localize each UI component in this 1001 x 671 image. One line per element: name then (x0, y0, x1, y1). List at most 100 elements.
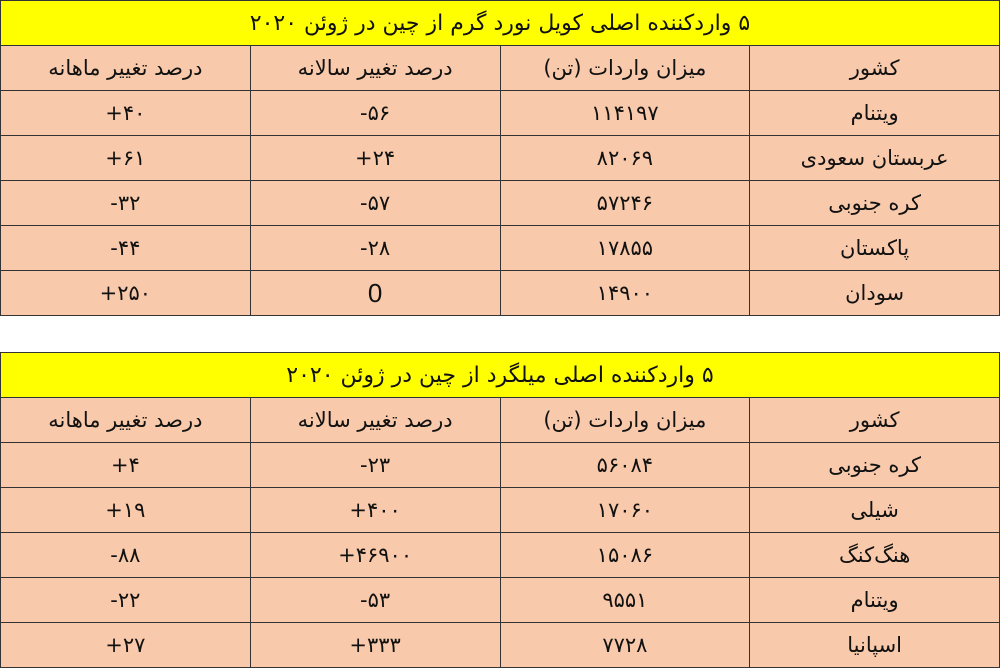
cell-annual-change: 0 (249, 270, 501, 316)
cell-monthly-change: -۸۸ (0, 532, 251, 578)
hot-rolled-coil-importers-table: ۵ واردکننده اصلی کویل نورد گرم از چین در… (0, 0, 1000, 316)
cell-import-volume: ۵۶۰۸۴ (499, 442, 751, 488)
header-monthly-change: درصد تغییر ماهانه (0, 45, 251, 91)
header-country: کشور (749, 45, 1000, 91)
table-row: ویتنام ۹۵۵۱ -۵۳ -۲۲ (0, 577, 1000, 623)
cell-monthly-change: +۶۱ (0, 135, 251, 181)
cell-monthly-change-text: +۱۹ (105, 498, 146, 522)
table-row: شیلی ۱۷۰۶۰ +۴۰۰ +۱۹ (0, 487, 1000, 533)
cell-import-volume: ۸۲۰۶۹ (499, 135, 751, 181)
cell-import-volume-text: ۵۶۰۸۴ (596, 453, 654, 477)
cell-import-volume-text: ۷۷۲۸ (602, 633, 648, 657)
cell-annual-change-text: -۲۳ (360, 453, 391, 477)
table-body: کره جنوبی ۵۶۰۸۴ -۲۳ +۴ شیلی ۱۷۰۶۰ +۴۰۰ +۱۹ هنگ‌ک… (0, 442, 1000, 668)
cell-country: ویتنام (749, 577, 1000, 623)
header-import-volume: میزان واردات (تن) (499, 45, 751, 91)
cell-import-volume-text: ۹۵۵۱ (602, 588, 648, 612)
cell-annual-change: +۲۴ (249, 135, 501, 181)
cell-annual-change-text: 0 (367, 277, 383, 308)
cell-country-text: عربستان سعودی (800, 146, 949, 170)
table-row: ویتنام ۱۱۴۱۹۷ -۵۶ +۴۰ (0, 90, 1000, 136)
cell-monthly-change-text: +۲۷ (105, 633, 146, 657)
cell-monthly-change-text: +۶۱ (105, 146, 146, 170)
table-title: ۵ واردکننده اصلی کویل نورد گرم از چین در… (0, 0, 1000, 46)
cell-import-volume-text: ۱۴۹۰۰ (596, 281, 654, 305)
cell-annual-change-text: +۴۰۰ (349, 498, 401, 522)
cell-country-text: پاکستان (840, 236, 910, 260)
cell-monthly-change-text: -۸۸ (110, 543, 141, 567)
table-row: اسپانیا ۷۷۲۸ +۳۳۳ +۲۷ (0, 622, 1000, 668)
table-title: ۵ واردکننده اصلی میلگرد از چین در ژوئن ۲… (0, 352, 1000, 398)
table-row: کره جنوبی ۵۷۲۴۶ -۵۷ -۳۲ (0, 180, 1000, 226)
cell-annual-change: -۵۷ (249, 180, 501, 226)
cell-annual-change-text: +۲۴ (355, 146, 396, 170)
cell-monthly-change: -۳۲ (0, 180, 251, 226)
cell-import-volume: ۵۷۲۴۶ (499, 180, 751, 226)
table-row: عربستان سعودی ۸۲۰۶۹ +۲۴ +۶۱ (0, 135, 1000, 181)
cell-import-volume-text: ۱۷۰۶۰ (596, 498, 654, 522)
cell-import-volume-text: ۵۷۲۴۶ (596, 191, 654, 215)
cell-monthly-change-text: -۴۴ (110, 236, 141, 260)
cell-monthly-change: +۲۷ (0, 622, 251, 668)
cell-annual-change: -۵۳ (249, 577, 501, 623)
cell-monthly-change: -۲۲ (0, 577, 251, 623)
cell-import-volume: ۷۷۲۸ (499, 622, 751, 668)
cell-import-volume: ۱۴۹۰۰ (499, 270, 751, 316)
cell-country-text: شیلی (850, 498, 899, 522)
rebar-importers-table: ۵ واردکننده اصلی میلگرد از چین در ژوئن ۲… (0, 352, 1000, 668)
cell-annual-change-text: -۵۷ (360, 191, 391, 215)
cell-country: کره جنوبی (749, 442, 1000, 488)
cell-monthly-change-text: +۴ (110, 453, 140, 477)
cell-annual-change: +۴۰۰ (249, 487, 501, 533)
cell-country: شیلی (749, 487, 1000, 533)
header-import-volume: میزان واردات (تن) (499, 397, 751, 443)
header-annual-change: درصد تغییر سالانه (249, 45, 501, 91)
cell-country-text: اسپانیا (847, 633, 902, 657)
cell-country-text: ویتنام (850, 101, 899, 125)
cell-annual-change: -۵۶ (249, 90, 501, 136)
cell-country: اسپانیا (749, 622, 1000, 668)
cell-monthly-change-text: -۲۲ (110, 588, 141, 612)
cell-annual-change-text: +۴۶۹۰۰ (338, 543, 413, 567)
cell-import-volume: ۱۷۰۶۰ (499, 487, 751, 533)
header-annual-change: درصد تغییر سالانه (249, 397, 501, 443)
cell-annual-change: +۳۳۳ (249, 622, 501, 668)
cell-annual-change: -۲۳ (249, 442, 501, 488)
cell-monthly-change: +۲۵۰ (0, 270, 251, 316)
cell-annual-change-text: +۳۳۳ (349, 633, 401, 657)
table-row: هنگ‌کنگ ۱۵۰۸۶ +۴۶۹۰۰ -۸۸ (0, 532, 1000, 578)
cell-monthly-change: -۴۴ (0, 225, 251, 271)
cell-country: پاکستان (749, 225, 1000, 271)
cell-annual-change: -۲۸ (249, 225, 501, 271)
cell-import-volume: ۱۱۴۱۹۷ (499, 90, 751, 136)
cell-import-volume: ۹۵۵۱ (499, 577, 751, 623)
cell-country-text: کره جنوبی (828, 191, 922, 215)
cell-import-volume: ۱۵۰۸۶ (499, 532, 751, 578)
cell-monthly-change: +۴ (0, 442, 251, 488)
table-row: سودان ۱۴۹۰۰ 0 +۲۵۰ (0, 270, 1000, 316)
cell-country: سودان (749, 270, 1000, 316)
cell-import-volume-text: ۱۵۰۸۶ (596, 543, 654, 567)
cell-monthly-change-text: +۴۰ (105, 101, 146, 125)
cell-country: ویتنام (749, 90, 1000, 136)
cell-country-text: کره جنوبی (828, 453, 922, 477)
cell-annual-change-text: -۲۸ (360, 236, 391, 260)
header-country: کشور (749, 397, 1000, 443)
cell-monthly-change: +۴۰ (0, 90, 251, 136)
cell-country: کره جنوبی (749, 180, 1000, 226)
header-monthly-change: درصد تغییر ماهانه (0, 397, 251, 443)
cell-annual-change-text: -۵۶ (360, 101, 391, 125)
cell-import-volume: ۱۷۸۵۵ (499, 225, 751, 271)
cell-import-volume-text: ۱۷۸۵۵ (596, 236, 654, 260)
table-row: کره جنوبی ۵۶۰۸۴ -۲۳ +۴ (0, 442, 1000, 488)
cell-country-text: ویتنام (850, 588, 899, 612)
cell-monthly-change-text: +۲۵۰ (99, 281, 152, 305)
cell-country-text: سودان (845, 281, 905, 305)
table-body: ویتنام ۱۱۴۱۹۷ -۵۶ +۴۰ عربستان سعودی ۸۲۰۶۹ +۲۴ +… (0, 90, 1000, 316)
cell-annual-change-text: -۵۳ (360, 588, 391, 612)
cell-annual-change: +۴۶۹۰۰ (249, 532, 501, 578)
table-row: پاکستان ۱۷۸۵۵ -۲۸ -۴۴ (0, 225, 1000, 271)
cell-import-volume-text: ۸۲۰۶۹ (596, 146, 654, 170)
cell-country: عربستان سعودی (749, 135, 1000, 181)
cell-country-text: هنگ‌کنگ (838, 543, 911, 567)
